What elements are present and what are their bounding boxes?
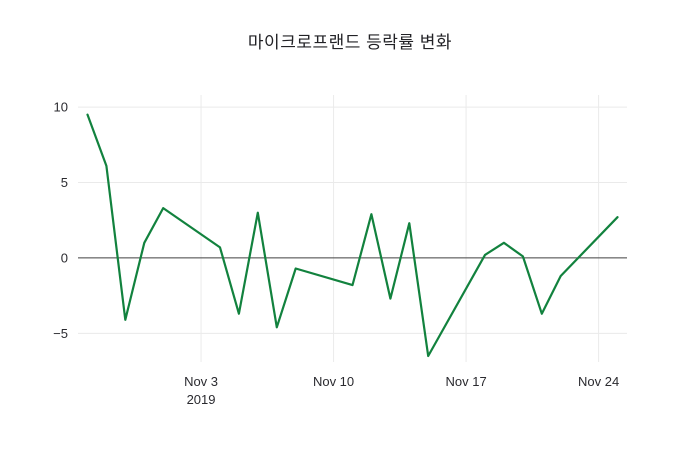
x-tick-year-label: 2019 (187, 392, 216, 407)
y-tick-label: 10 (54, 100, 68, 115)
y-tick-label: −5 (53, 326, 68, 341)
chart-title: 마이크로프랜드 등락률 변화 (247, 33, 453, 52)
x-tick-label: Nov 3 (184, 374, 218, 389)
x-tick-label: Nov 24 (578, 374, 619, 389)
x-tick-label: Nov 17 (445, 374, 486, 389)
y-tick-label: 5 (61, 175, 68, 190)
y-tick-label: 0 (61, 250, 68, 265)
series-line (86, 113, 619, 358)
x-tick-label: Nov 10 (313, 374, 354, 389)
